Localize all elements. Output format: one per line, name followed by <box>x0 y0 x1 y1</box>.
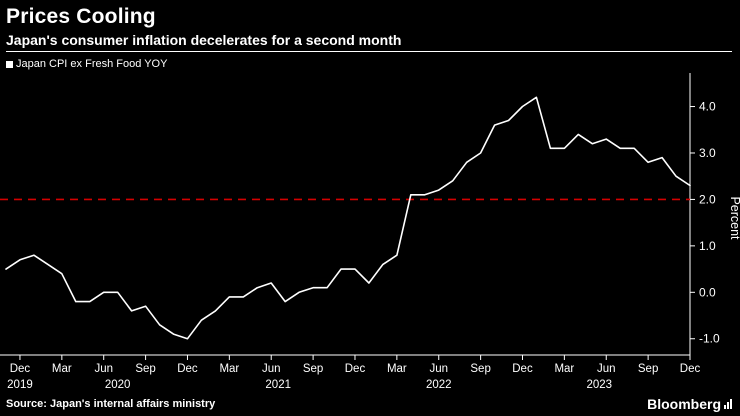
chart-subtitle: Japan's consumer inflation decelerates f… <box>6 32 402 49</box>
svg-text:2023: 2023 <box>586 379 612 391</box>
svg-text:-1.0: -1.0 <box>699 332 720 346</box>
chart-footer: Source: Japan's internal affairs ministr… <box>0 395 740 416</box>
svg-text:Sep: Sep <box>470 363 490 375</box>
svg-text:Sep: Sep <box>303 363 323 375</box>
bar-chart-icon <box>724 399 732 410</box>
header-divider <box>6 51 732 53</box>
svg-text:3.0: 3.0 <box>699 146 716 160</box>
legend: Japan CPI ex Fresh Food YOY <box>0 55 740 73</box>
svg-text:Mar: Mar <box>219 363 239 375</box>
svg-text:2020: 2020 <box>105 379 131 391</box>
svg-text:Mar: Mar <box>554 363 574 375</box>
bloomberg-logo: Bloomberg <box>647 396 732 412</box>
svg-text:Sep: Sep <box>135 363 155 375</box>
legend-swatch-icon <box>6 60 13 68</box>
chart-header: Prices Cooling Japan's consumer inflatio… <box>0 0 740 55</box>
svg-text:2019: 2019 <box>7 379 33 391</box>
svg-text:Mar: Mar <box>387 363 407 375</box>
legend-label: Japan CPI ex Fresh Food YOY <box>16 58 168 71</box>
svg-text:2022: 2022 <box>426 379 452 391</box>
svg-text:4.0: 4.0 <box>699 100 716 114</box>
svg-text:Dec: Dec <box>10 363 31 375</box>
svg-text:Jun: Jun <box>94 363 113 375</box>
svg-text:Jun: Jun <box>262 363 281 375</box>
svg-text:Dec: Dec <box>512 363 533 375</box>
svg-text:Jun: Jun <box>429 363 448 375</box>
svg-text:1.0: 1.0 <box>699 239 716 253</box>
svg-text:0.0: 0.0 <box>699 285 716 299</box>
svg-text:2021: 2021 <box>265 379 291 391</box>
svg-text:Dec: Dec <box>345 363 366 375</box>
bloomberg-wordmark: Bloomberg <box>647 396 721 413</box>
cpi-line-chart: 4.0 3.0 2.0 1.0 0.0 -1.0 Dec Mar Jun Sep Dec Mar Jun… <box>0 73 740 391</box>
svg-text:Percent: Percent <box>728 197 740 241</box>
svg-text:Sep: Sep <box>638 363 658 375</box>
page-title: Prices Cooling <box>6 5 156 28</box>
source-note: Source: Japan's internal affairs ministr… <box>6 398 216 411</box>
line-chart-area: 4.0 3.0 2.0 1.0 0.0 -1.0 Dec Mar Jun Sep Dec Mar Jun… <box>0 73 740 395</box>
svg-text:Jun: Jun <box>597 363 616 375</box>
svg-text:Dec: Dec <box>680 363 701 375</box>
svg-text:Mar: Mar <box>52 363 72 375</box>
svg-text:Dec: Dec <box>177 363 198 375</box>
svg-text:2.0: 2.0 <box>699 193 716 207</box>
